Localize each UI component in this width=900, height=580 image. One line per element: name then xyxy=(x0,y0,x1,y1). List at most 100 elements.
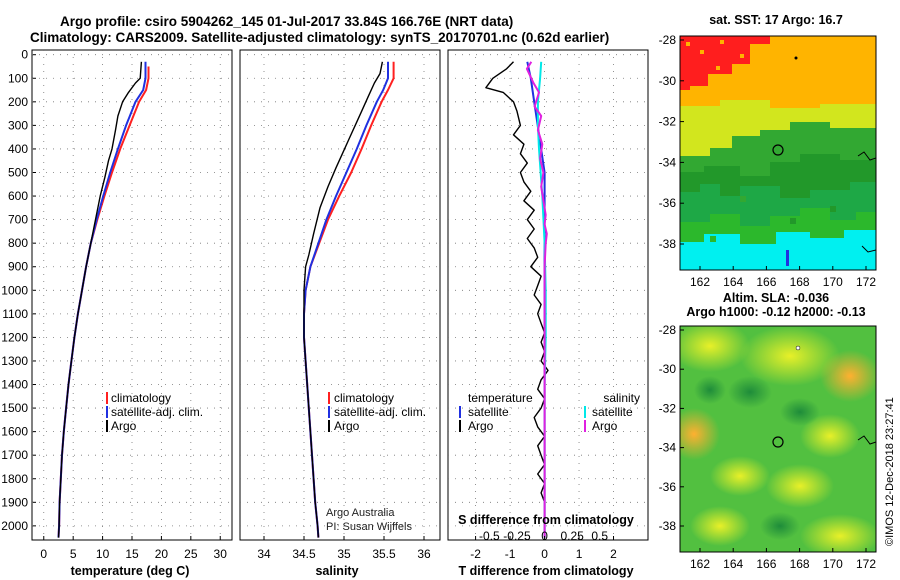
map-y-tick-label: -38 xyxy=(659,519,677,533)
series-line-salinity-argo xyxy=(525,61,548,538)
sst-map-image xyxy=(680,36,876,270)
map-y-tick-label: -34 xyxy=(659,441,677,455)
legend-swatch-s-argo xyxy=(584,420,586,432)
difference-legend-temperature: temperature satellite Argo xyxy=(459,391,533,433)
legend-swatch-satellite xyxy=(328,406,330,418)
map-y-tick-label: -36 xyxy=(659,196,677,210)
legend-label-climatology: climatology xyxy=(334,391,394,405)
salinity-legend: climatology satellite-adj. clim. Argo xyxy=(328,391,426,433)
depth-tick-label: 1900 xyxy=(1,495,28,509)
difference-series xyxy=(485,61,549,538)
legend-swatch-t-argo xyxy=(459,420,461,432)
x-tick-label: 1 xyxy=(576,547,583,561)
legend-label-argo: Argo xyxy=(111,419,137,433)
map-x-tick-label: 168 xyxy=(790,275,810,289)
depth-axis-ticks: 0 100 200 300 400 500 600 700 800 900 1000 1100 1200… xyxy=(1,48,36,533)
depth-tick-label: 900 xyxy=(8,260,28,274)
sst-map-x-ticks: 162 164 166 168 170 172 xyxy=(690,266,876,289)
temperature-x-label: temperature (deg C) xyxy=(71,564,190,578)
map-x-tick-label: 168 xyxy=(790,557,810,571)
sst-map: sat. SST: 17 Argo: 16.7 xyxy=(659,13,877,289)
x-tick-label: 0 xyxy=(541,547,548,561)
s-diff-tick-label: 0.5 xyxy=(591,529,608,543)
legend-label-satellite: satellite-adj. clim. xyxy=(334,405,426,419)
legend-swatch-satellite xyxy=(106,406,108,418)
x-tick-label: 15 xyxy=(125,547,139,561)
legend-swatch-climatology xyxy=(106,392,108,404)
s-difference-label: S difference from climatology xyxy=(458,513,634,527)
s-diff-tick-label: 0.25 xyxy=(560,529,584,543)
credit-argo-australia: Argo Australia xyxy=(326,507,395,519)
map-y-tick-label: -32 xyxy=(659,115,677,129)
t-difference-label: T difference from climatology xyxy=(458,564,633,578)
x-tick-label: 34.5 xyxy=(292,547,316,561)
depth-tick-label: 1000 xyxy=(1,283,28,297)
depth-tick-label: 1400 xyxy=(1,378,28,392)
x-tick-label: 36 xyxy=(417,547,431,561)
depth-tick-label: 200 xyxy=(8,95,28,109)
temperature-legend: climatology satellite-adj. clim. Argo xyxy=(106,391,203,433)
series-line-argo xyxy=(303,61,384,538)
sla-map-frame xyxy=(679,325,877,553)
temperature-x-ticks: 0 5 10 15 20 25 30 xyxy=(40,536,227,561)
salinity-x-ticks: 34 34.5 35 35.5 36 xyxy=(257,536,431,561)
salinity-plot-frame xyxy=(239,49,441,541)
legend-swatch-argo xyxy=(106,420,108,432)
salinity-difference-ticks: -0.5 -0.25 0 0.25 0.5 xyxy=(479,529,608,543)
legend-label-t-satellite: satellite xyxy=(468,405,509,419)
series-line-argo xyxy=(57,61,143,538)
depth-tick-label: 1600 xyxy=(1,425,28,439)
temperature-grid xyxy=(32,50,232,540)
legend-label-t-argo: Argo xyxy=(468,419,494,433)
map-y-tick-label: -30 xyxy=(659,362,677,376)
difference-panel: -2 -1 0 1 2 -0.5 -0.25 0 0.25 0.5 S difference f… xyxy=(447,49,649,578)
map-y-tick-label: -36 xyxy=(659,480,677,494)
map-x-tick-label: 164 xyxy=(723,275,743,289)
depth-tick-label: 500 xyxy=(8,166,28,180)
x-tick-label: 2 xyxy=(610,547,617,561)
map-y-tick-label: -28 xyxy=(659,323,677,337)
s-diff-tick-label: 0 xyxy=(541,529,548,543)
x-tick-label: 0 xyxy=(40,547,47,561)
x-tick-label: 5 xyxy=(70,547,77,561)
x-tick-label: 34 xyxy=(257,547,271,561)
x-tick-label: 35.5 xyxy=(372,547,396,561)
difference-plot-frame xyxy=(447,49,649,541)
depth-tick-label: 1200 xyxy=(1,330,28,344)
map-x-tick-label: 170 xyxy=(823,275,843,289)
credit-pi-name: PI: Susan Wijffels xyxy=(326,521,412,533)
map-y-tick-label: -32 xyxy=(659,401,677,415)
sla-map-x-ticks: 162 164 166 168 170 172 xyxy=(690,548,876,571)
map-x-tick-label: 164 xyxy=(723,557,743,571)
map-x-tick-label: 162 xyxy=(690,557,710,571)
difference-x-ticks: -2 -1 0 1 2 xyxy=(470,536,617,561)
x-tick-label: 20 xyxy=(155,547,169,561)
x-tick-label: -1 xyxy=(505,547,516,561)
sla-map-image xyxy=(680,326,876,552)
map-x-tick-label: 162 xyxy=(690,275,710,289)
map-x-tick-label: 172 xyxy=(856,275,876,289)
temperature-series xyxy=(57,61,150,538)
map-x-tick-label: 170 xyxy=(823,557,843,571)
sla-map-subtitle: Argo h1000: -0.12 h2000: -0.13 xyxy=(686,305,865,319)
depth-tick-label: 0 xyxy=(21,48,28,62)
legend-swatch-t-satellite xyxy=(459,406,461,418)
x-tick-label: 35 xyxy=(337,547,351,561)
legend-swatch-climatology xyxy=(328,392,330,404)
depth-tick-label: 800 xyxy=(8,236,28,250)
difference-legend-salinity: salinity satellite Argo xyxy=(584,391,640,433)
depth-tick-label: 1500 xyxy=(1,401,28,415)
depth-tick-label: 300 xyxy=(8,118,28,132)
x-tick-label: 25 xyxy=(184,547,198,561)
salinity-panel: 34 34.5 35 35.5 36 salinity climatology sate… xyxy=(239,49,441,578)
map-y-tick-label: -30 xyxy=(659,74,677,88)
temperature-panel: 0100200300400500600700800900100011001200… xyxy=(1,48,233,578)
legend-label-climatology: climatology xyxy=(111,391,171,405)
float-position-marker xyxy=(772,144,784,156)
legend-title-temperature: temperature xyxy=(468,391,533,405)
header-subtitle: Climatology: CARS2009. Satellite-adjuste… xyxy=(30,30,609,45)
sst-map-frame xyxy=(679,35,877,271)
imos-credit: ©IMOS 12-Dec-2018 23:27:41 xyxy=(884,397,896,546)
sla-map-y-ticks: -28 -30 -32 -34 -36 -38 xyxy=(659,323,684,533)
